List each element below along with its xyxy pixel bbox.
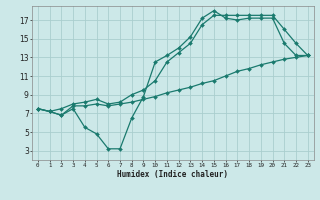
X-axis label: Humidex (Indice chaleur): Humidex (Indice chaleur) [117, 170, 228, 179]
